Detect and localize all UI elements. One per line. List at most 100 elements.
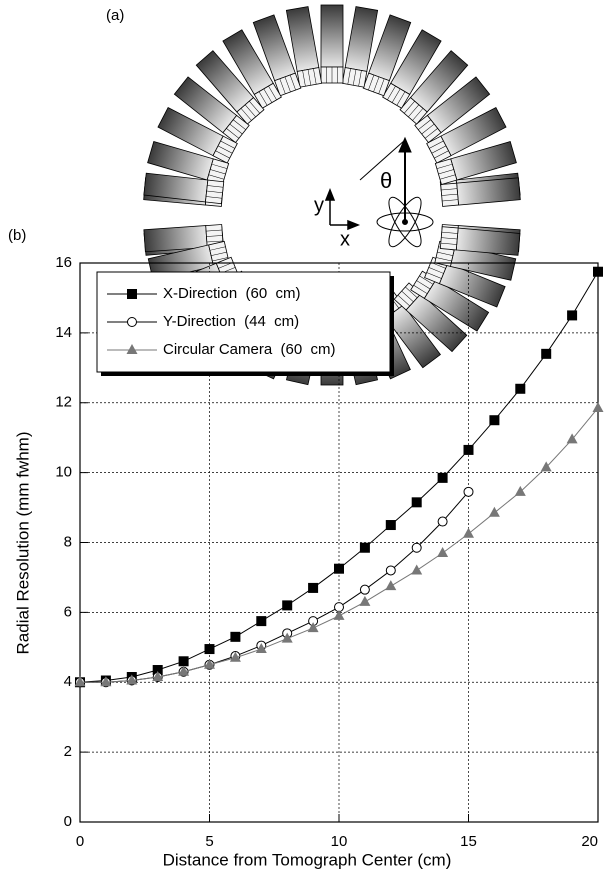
crystal-line (207, 185, 224, 188)
detector-module (173, 76, 250, 144)
legend-label: Y-Direction (44 cm) (163, 313, 299, 330)
marker (593, 266, 603, 277)
crystal-line (249, 101, 261, 114)
crystal-line (240, 108, 252, 121)
crystal-line (439, 174, 456, 180)
detector-module (439, 226, 521, 256)
crystal-line (217, 145, 233, 154)
marker (126, 674, 138, 685)
crystal-line (408, 104, 420, 118)
marker (385, 520, 396, 531)
crystal-line (373, 76, 380, 93)
crystal-line (437, 251, 453, 256)
panel-label: (a) (106, 7, 124, 24)
legend-label: X-Direction (60 cm) (163, 285, 301, 302)
marker (463, 486, 474, 497)
crystal-line (435, 257, 452, 262)
crystal-line (289, 74, 296, 91)
module-body (320, 4, 344, 68)
marker (437, 516, 448, 527)
crystal-line (438, 169, 454, 175)
marker (411, 497, 422, 508)
crystal-line (378, 78, 385, 94)
y-tick-label: 14 (55, 324, 72, 341)
detector-module (426, 107, 507, 164)
y-tick-label: 2 (64, 743, 72, 760)
crystal-line (347, 68, 351, 85)
crystal-line (284, 76, 291, 93)
crystal-line (206, 196, 222, 199)
marker (74, 676, 86, 687)
x-axis-icon-label: x (340, 228, 350, 250)
marker (567, 310, 578, 321)
marker (411, 564, 423, 575)
marker (333, 609, 345, 620)
plot: 0 2 4 6 8 10 12 14 16 0 5 10 15 20 X-Direction (60 cm)… (55, 254, 604, 850)
crystal-line (418, 119, 431, 130)
angle-label: θ (380, 168, 392, 193)
marker (127, 289, 137, 299)
marker (126, 344, 138, 354)
crystal-line (358, 70, 362, 87)
marker (152, 665, 163, 676)
panel-label: (b) (8, 227, 26, 244)
crystal-line (419, 275, 434, 285)
marker (359, 584, 370, 595)
marker (385, 580, 397, 591)
crystal-line (302, 70, 306, 87)
y-axis-title: Radial Resolution (mm fwhm) (13, 432, 32, 655)
crystal-line (387, 85, 396, 100)
crystal-line (442, 199, 459, 202)
marker (334, 563, 344, 574)
crystal-line (403, 101, 415, 114)
crystal-line (206, 240, 223, 243)
y-tick-label: 10 (55, 464, 72, 481)
detector-module (143, 172, 225, 205)
crystal-line (226, 128, 240, 139)
crystal-line (426, 272, 442, 279)
detector-module (157, 107, 238, 164)
marker (566, 433, 578, 444)
crystal-line (313, 68, 317, 85)
crystal-line (416, 280, 431, 290)
marker (282, 600, 293, 611)
marker (204, 644, 215, 655)
x-tick-label: 20 (581, 833, 598, 850)
crystal-line (233, 119, 246, 130)
crystal-line (279, 78, 286, 94)
y-tick-label: 4 (64, 673, 72, 690)
y-tick-label: 16 (55, 254, 72, 271)
marker (540, 461, 552, 472)
x-axis-title: Distance from Tomograph Center (cm) (163, 850, 452, 869)
marker (541, 348, 552, 359)
marker (307, 622, 319, 633)
marker (437, 546, 449, 557)
marker (463, 527, 474, 538)
x-tick-label: 15 (460, 833, 477, 850)
detector-module (440, 177, 521, 207)
marker (359, 595, 371, 606)
crystal-line (220, 140, 235, 149)
y-tick-label: 6 (64, 603, 72, 620)
marker (152, 671, 164, 682)
crystal-line (431, 145, 447, 154)
crystal-line (206, 229, 223, 232)
axes-icon (324, 187, 361, 231)
detector-module (285, 6, 323, 88)
crystal-line (412, 108, 424, 121)
crystal-line (436, 163, 453, 169)
plot-frame (79, 262, 599, 823)
crystal-line (212, 257, 229, 262)
crystal-line (428, 267, 444, 274)
crystal-line (206, 235, 223, 237)
detector-module (195, 50, 265, 125)
crystal-line (268, 85, 277, 100)
marker (385, 565, 396, 576)
crystal-line (210, 169, 226, 175)
crystal-line (209, 246, 226, 251)
series-line (80, 407, 599, 683)
crystal-line (441, 193, 458, 196)
crystal-line (424, 128, 438, 139)
marker (515, 383, 526, 394)
y-tick-label: 12 (55, 394, 72, 411)
